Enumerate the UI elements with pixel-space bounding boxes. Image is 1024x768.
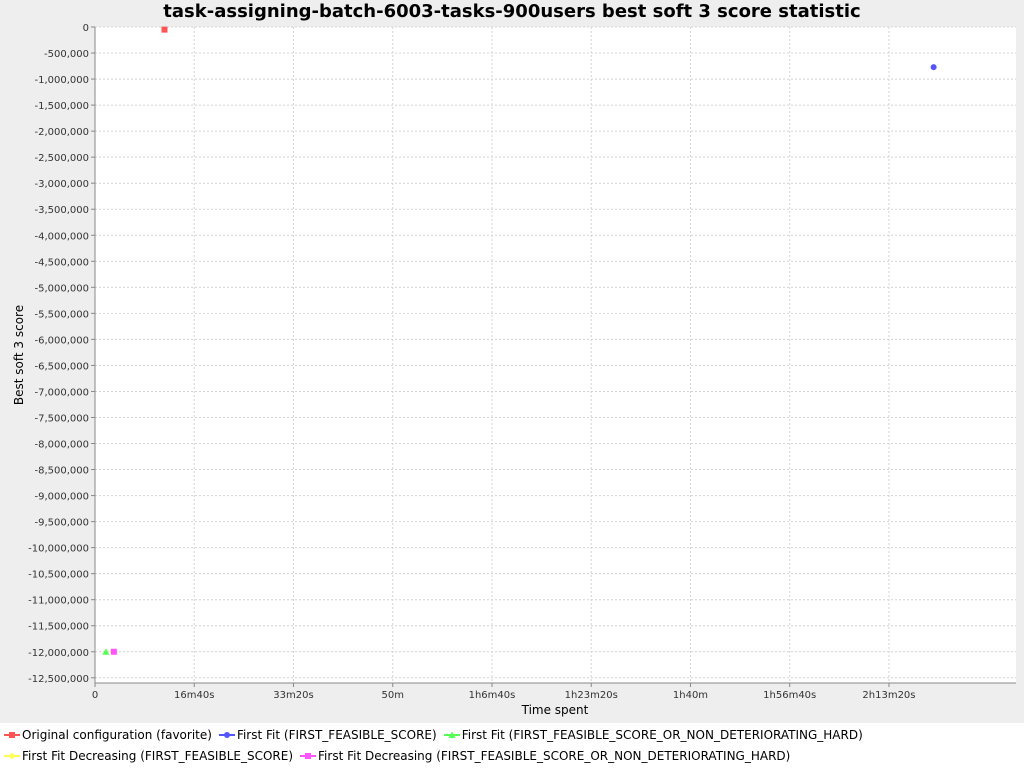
x-tick-label: 50m [382,690,404,701]
axis-layer: 0 -500,000 -1,000,000 -1,500,000 -2,000,000 -… [28,23,1016,701]
legend-label: First Fit Decreasing (FIRST_FEASIBLE_SCO… [22,749,294,763]
y-tick-label: -12,000,000 [28,648,89,659]
y-tick-label: -4,500,000 [34,257,89,268]
x-tick-label: 1h56m40s [763,690,816,701]
legend-item: First Fit (FIRST_FEASIBLE_SCORE) [218,728,437,742]
y-tick-label: -8,500,000 [34,466,89,477]
y-tick-label: -12,500,000 [28,674,89,685]
legend-swatch [218,732,235,738]
legend-marker [448,731,456,738]
legend-item: First Fit Decreasing (FIRST_FEASIBLE_SCO… [4,749,293,763]
y-tick-label: -10,000,000 [28,544,89,555]
x-tick-label: 16m40s [174,690,214,701]
legend-swatch [4,752,20,760]
y-tick-label: -10,500,000 [28,570,89,581]
x-tick-label: 33m20s [273,690,313,701]
legend-label: Original configuration (favorite) [22,728,212,742]
legend-label: First Fit (FIRST_FEASIBLE_SCORE_OR_NON_D… [461,728,863,742]
y-tick-label: -3,500,000 [34,205,89,216]
y-tick-label: -2,500,000 [34,153,89,164]
legend-swatch [443,731,460,738]
marks-layer [102,26,937,656]
x-axis-label: Time spent [521,703,589,717]
y-tick-label: -7,500,000 [34,413,89,424]
y-tick-label: -500,000 [44,49,89,60]
y-tick-label: -4,000,000 [34,231,89,242]
y-tick-label: -9,000,000 [34,492,89,503]
chart-title: task-assigning-batch-6003-tasks-900users… [163,1,861,22]
legend-label: First Fit (FIRST_FEASIBLE_SCORE) [236,728,437,742]
y-tick-label: -5,000,000 [34,283,89,294]
legend-row: First Fit Decreasing (FIRST_FEASIBLE_SCO… [4,749,797,764]
y-tick-label: -1,500,000 [34,101,89,112]
x-tick-label: 2h13m20s [862,690,915,701]
legend-item: Original configuration (favorite) [4,728,212,742]
grid-layer [94,26,1016,683]
y-axis-label: Best soft 3 score [12,305,26,405]
data-point-series-4 [110,648,117,655]
data-point-series-1 [930,64,937,71]
y-tick-label: -6,000,000 [34,335,89,346]
legend-item: First Fit (FIRST_FEASIBLE_SCORE_OR_NON_D… [443,728,863,742]
legend-label: First Fit Decreasing (FIRST_FEASIBLE_SCO… [318,749,791,763]
legend-marker [8,752,16,760]
y-tick-label: -11,000,000 [28,596,89,607]
x-tick-label: 0 [92,690,98,701]
data-point-series-0 [161,26,168,33]
y-tick-label: -2,000,000 [34,127,89,138]
legend-swatch [4,732,20,738]
legend-marker [9,732,15,738]
x-tick-label: 1h23m20s [565,690,618,701]
y-tick-label: -3,000,000 [34,179,89,190]
legend-marker [305,753,312,759]
x-tick-label: 1h40m [673,690,708,701]
legend-row: Original configuration (favorite) First F… [4,728,870,743]
y-tick-label: -7,000,000 [34,387,89,398]
y-tick-label: -5,500,000 [34,309,89,320]
legend-item: First Fit Decreasing (FIRST_FEASIBLE_SCO… [300,749,790,763]
data-point-series-2 [102,648,110,655]
legend-swatch [300,753,317,759]
y-tick-label: -6,500,000 [34,361,89,372]
y-tick-label: -9,500,000 [34,518,89,529]
y-tick-label: -1,000,000 [34,75,89,86]
x-tick-label: 1h6m40s [469,690,516,701]
y-tick-label: -11,500,000 [28,622,89,633]
plot-background [95,27,1016,683]
legend-marker [223,732,230,738]
chart-area: 0 -500,000 -1,000,000 -1,500,000 -2,000,000 -… [12,23,1016,717]
y-tick-label: 0 [83,23,89,34]
legend: Original configuration (favorite) First F… [0,723,1024,768]
y-tick-label: -8,000,000 [34,440,89,451]
